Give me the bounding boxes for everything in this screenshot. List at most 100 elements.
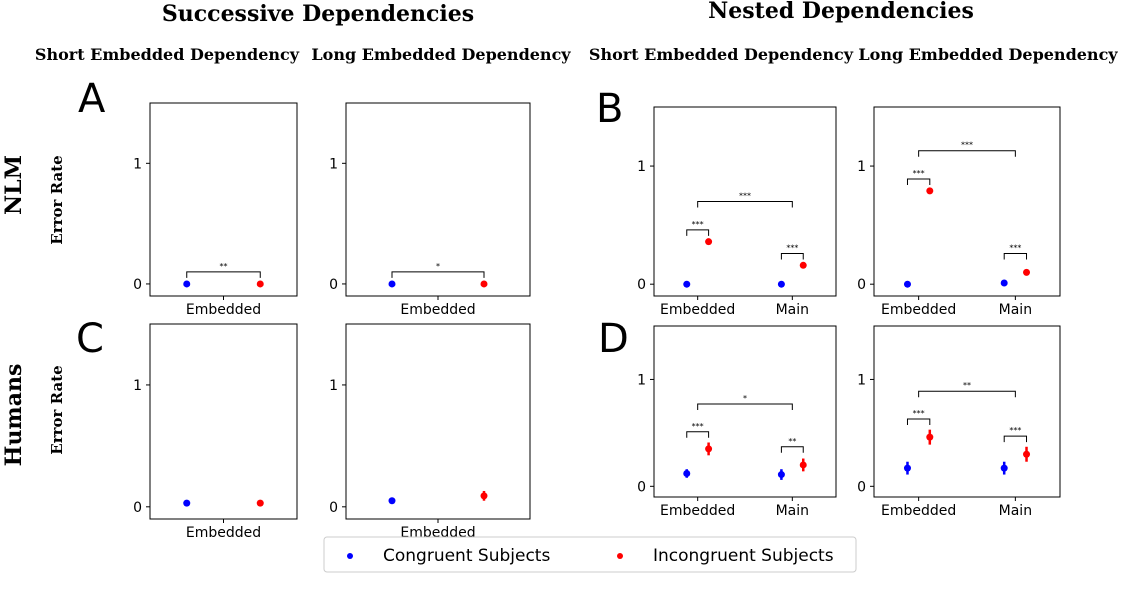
x-tick-label: Embedded [881, 503, 956, 519]
congruent-point [903, 464, 911, 472]
column-title-4: Long Embedded Dependency [858, 45, 1118, 64]
y-tick-label: 0 [133, 277, 142, 293]
congruent-point [777, 471, 785, 479]
panel-3: 0 1 Embedded Main *** *** *** [637, 106, 837, 318]
legend-marker-congruent [347, 553, 353, 559]
incongruent-point [799, 261, 807, 269]
y-axis-label-nlm: Error Rate [48, 155, 66, 244]
congruent-point [683, 280, 691, 288]
y-tick-label: 1 [637, 159, 646, 175]
column-title-3: Short Embedded Dependency [589, 45, 854, 64]
x-tick-label: Main [999, 503, 1032, 519]
congruent-point [388, 280, 396, 288]
y-axis-label-humans: Error Rate [48, 365, 66, 454]
significance-bracket [918, 150, 1016, 157]
x-tick-label: Embedded [186, 302, 261, 318]
significance-label: *** [692, 220, 704, 229]
panel-letter-c: C [76, 316, 104, 362]
y-tick-label: 1 [857, 372, 866, 388]
significance-label: * [743, 394, 747, 403]
x-tick-label: Embedded [660, 302, 735, 318]
panel-5: 0 1 Embedded [133, 323, 298, 541]
row-label-humans: Humans [1, 364, 27, 467]
significance-bracket [780, 446, 804, 453]
significance-label: *** [786, 243, 798, 252]
significance-bracket [906, 178, 931, 186]
significance-bracket [906, 418, 931, 425]
congruent-point [388, 497, 396, 505]
y-tick-label: 0 [329, 277, 338, 293]
axes-frame [149, 323, 298, 520]
significance-label: *** [913, 409, 925, 418]
x-tick-label: Embedded [660, 503, 735, 519]
incongruent-point [705, 238, 713, 246]
significance-bracket [918, 390, 1016, 398]
incongruent-point [705, 445, 713, 453]
legend: Congruent Subjects Incongruent Subjects [323, 536, 857, 573]
axes-frame [653, 106, 837, 297]
incongruent-point [480, 280, 488, 288]
congruent-point [183, 499, 191, 507]
x-tick-label: Embedded [881, 302, 956, 318]
significance-label: *** [1009, 243, 1021, 252]
significance-label: *** [961, 141, 973, 150]
significance-label: *** [913, 169, 925, 178]
significance-bracket [686, 431, 710, 438]
y-tick-label: 1 [133, 156, 142, 172]
panel-4: 0 1 Embedded Main *** *** *** [857, 106, 1061, 318]
significance-label: ** [788, 437, 796, 446]
incongruent-point [926, 187, 934, 195]
panel-letter-d: D [598, 316, 629, 362]
legend-marker-incongruent [617, 553, 623, 559]
legend-frame [323, 536, 857, 573]
panel-2: 0 1 Embedded * [329, 102, 531, 318]
axes-frame [873, 325, 1061, 498]
significance-bracket [186, 271, 261, 278]
incongruent-point [1023, 268, 1031, 276]
x-tick-label: Embedded [186, 525, 261, 541]
incongruent-point [256, 499, 264, 507]
axes-frame [653, 325, 837, 498]
significance-bracket [686, 229, 710, 236]
y-tick-label: 0 [857, 277, 866, 293]
column-title-1: Short Embedded Dependency [35, 45, 300, 64]
incongruent-point [1023, 450, 1031, 458]
y-tick-label: 0 [857, 479, 866, 495]
y-tick-label: 1 [329, 378, 338, 394]
significance-label: *** [1009, 426, 1021, 435]
significance-label: *** [692, 422, 704, 431]
x-tick-label: Embedded [400, 302, 475, 318]
congruent-point [183, 280, 191, 288]
panel-1: 0 1 Embedded ** [133, 102, 298, 318]
y-tick-label: 1 [857, 159, 866, 175]
y-tick-label: 1 [329, 156, 338, 172]
significance-bracket [391, 271, 485, 278]
congruent-point [683, 469, 691, 477]
congruent-point [1000, 279, 1008, 287]
x-tick-label: Main [999, 302, 1032, 318]
significance-label: ** [220, 262, 228, 271]
y-tick-label: 0 [637, 479, 646, 495]
y-tick-label: 0 [637, 277, 646, 293]
section-title-nested: Nested Dependencies [708, 0, 974, 24]
y-tick-label: 1 [637, 372, 646, 388]
panel-letter-a: A [78, 76, 106, 122]
significance-label: * [436, 262, 440, 271]
y-tick-label: 1 [133, 378, 142, 394]
legend-label-congruent: Congruent Subjects [383, 546, 550, 566]
significance-bracket [1003, 252, 1028, 260]
x-tick-label: Main [776, 302, 809, 318]
significance-bracket [1003, 435, 1028, 443]
significance-label: ** [963, 381, 971, 390]
incongruent-point [480, 492, 488, 500]
x-tick-label: Main [776, 503, 809, 519]
incongruent-point [256, 280, 264, 288]
significance-bracket [697, 403, 793, 411]
significance-bracket [697, 201, 793, 208]
incongruent-point [799, 461, 807, 469]
